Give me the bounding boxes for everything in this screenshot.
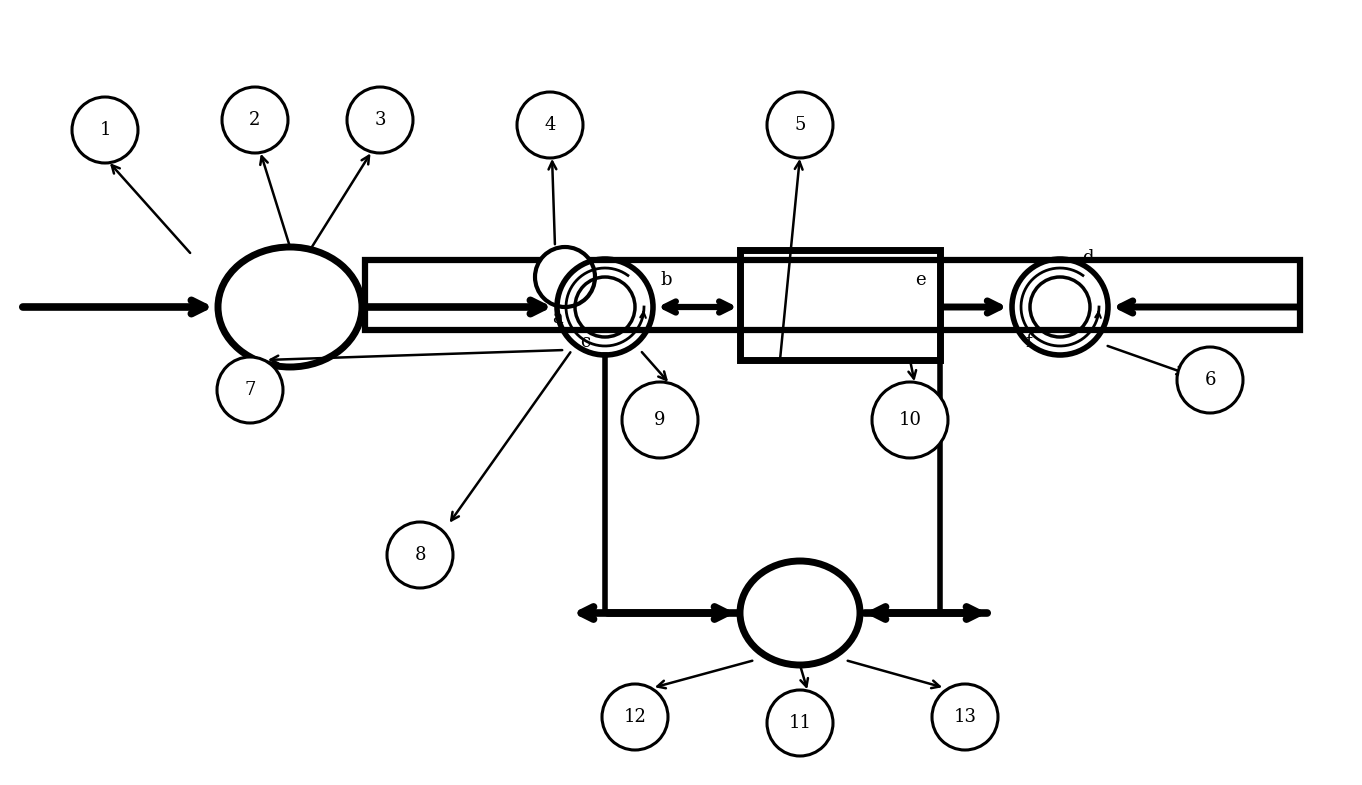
Text: a: a xyxy=(552,309,563,327)
Circle shape xyxy=(932,684,998,750)
Text: 2: 2 xyxy=(249,111,260,129)
Circle shape xyxy=(872,382,948,458)
Circle shape xyxy=(518,92,583,158)
Bar xyxy=(740,250,940,360)
Bar xyxy=(365,260,1299,330)
Text: 10: 10 xyxy=(899,411,922,429)
Text: d: d xyxy=(1081,249,1094,267)
Text: c: c xyxy=(580,333,590,351)
Text: 4: 4 xyxy=(545,116,556,134)
Text: 6: 6 xyxy=(1204,371,1216,389)
Text: 7: 7 xyxy=(244,381,256,399)
Text: f: f xyxy=(1026,333,1031,351)
Circle shape xyxy=(767,690,834,756)
Circle shape xyxy=(387,522,454,588)
Circle shape xyxy=(1177,347,1244,413)
Text: 12: 12 xyxy=(624,708,647,726)
Circle shape xyxy=(535,247,595,307)
Circle shape xyxy=(217,357,283,423)
Text: 13: 13 xyxy=(953,708,977,726)
Text: 3: 3 xyxy=(375,111,385,129)
Text: 1: 1 xyxy=(99,121,110,139)
Circle shape xyxy=(767,92,834,158)
Text: b: b xyxy=(661,271,671,289)
Text: e: e xyxy=(915,271,926,289)
Circle shape xyxy=(222,87,287,153)
Text: 8: 8 xyxy=(414,546,426,564)
Text: 9: 9 xyxy=(654,411,666,429)
Text: 5: 5 xyxy=(794,116,806,134)
Circle shape xyxy=(622,382,697,458)
Circle shape xyxy=(602,684,667,750)
Circle shape xyxy=(72,97,138,163)
Text: 11: 11 xyxy=(789,714,812,732)
Circle shape xyxy=(347,87,413,153)
